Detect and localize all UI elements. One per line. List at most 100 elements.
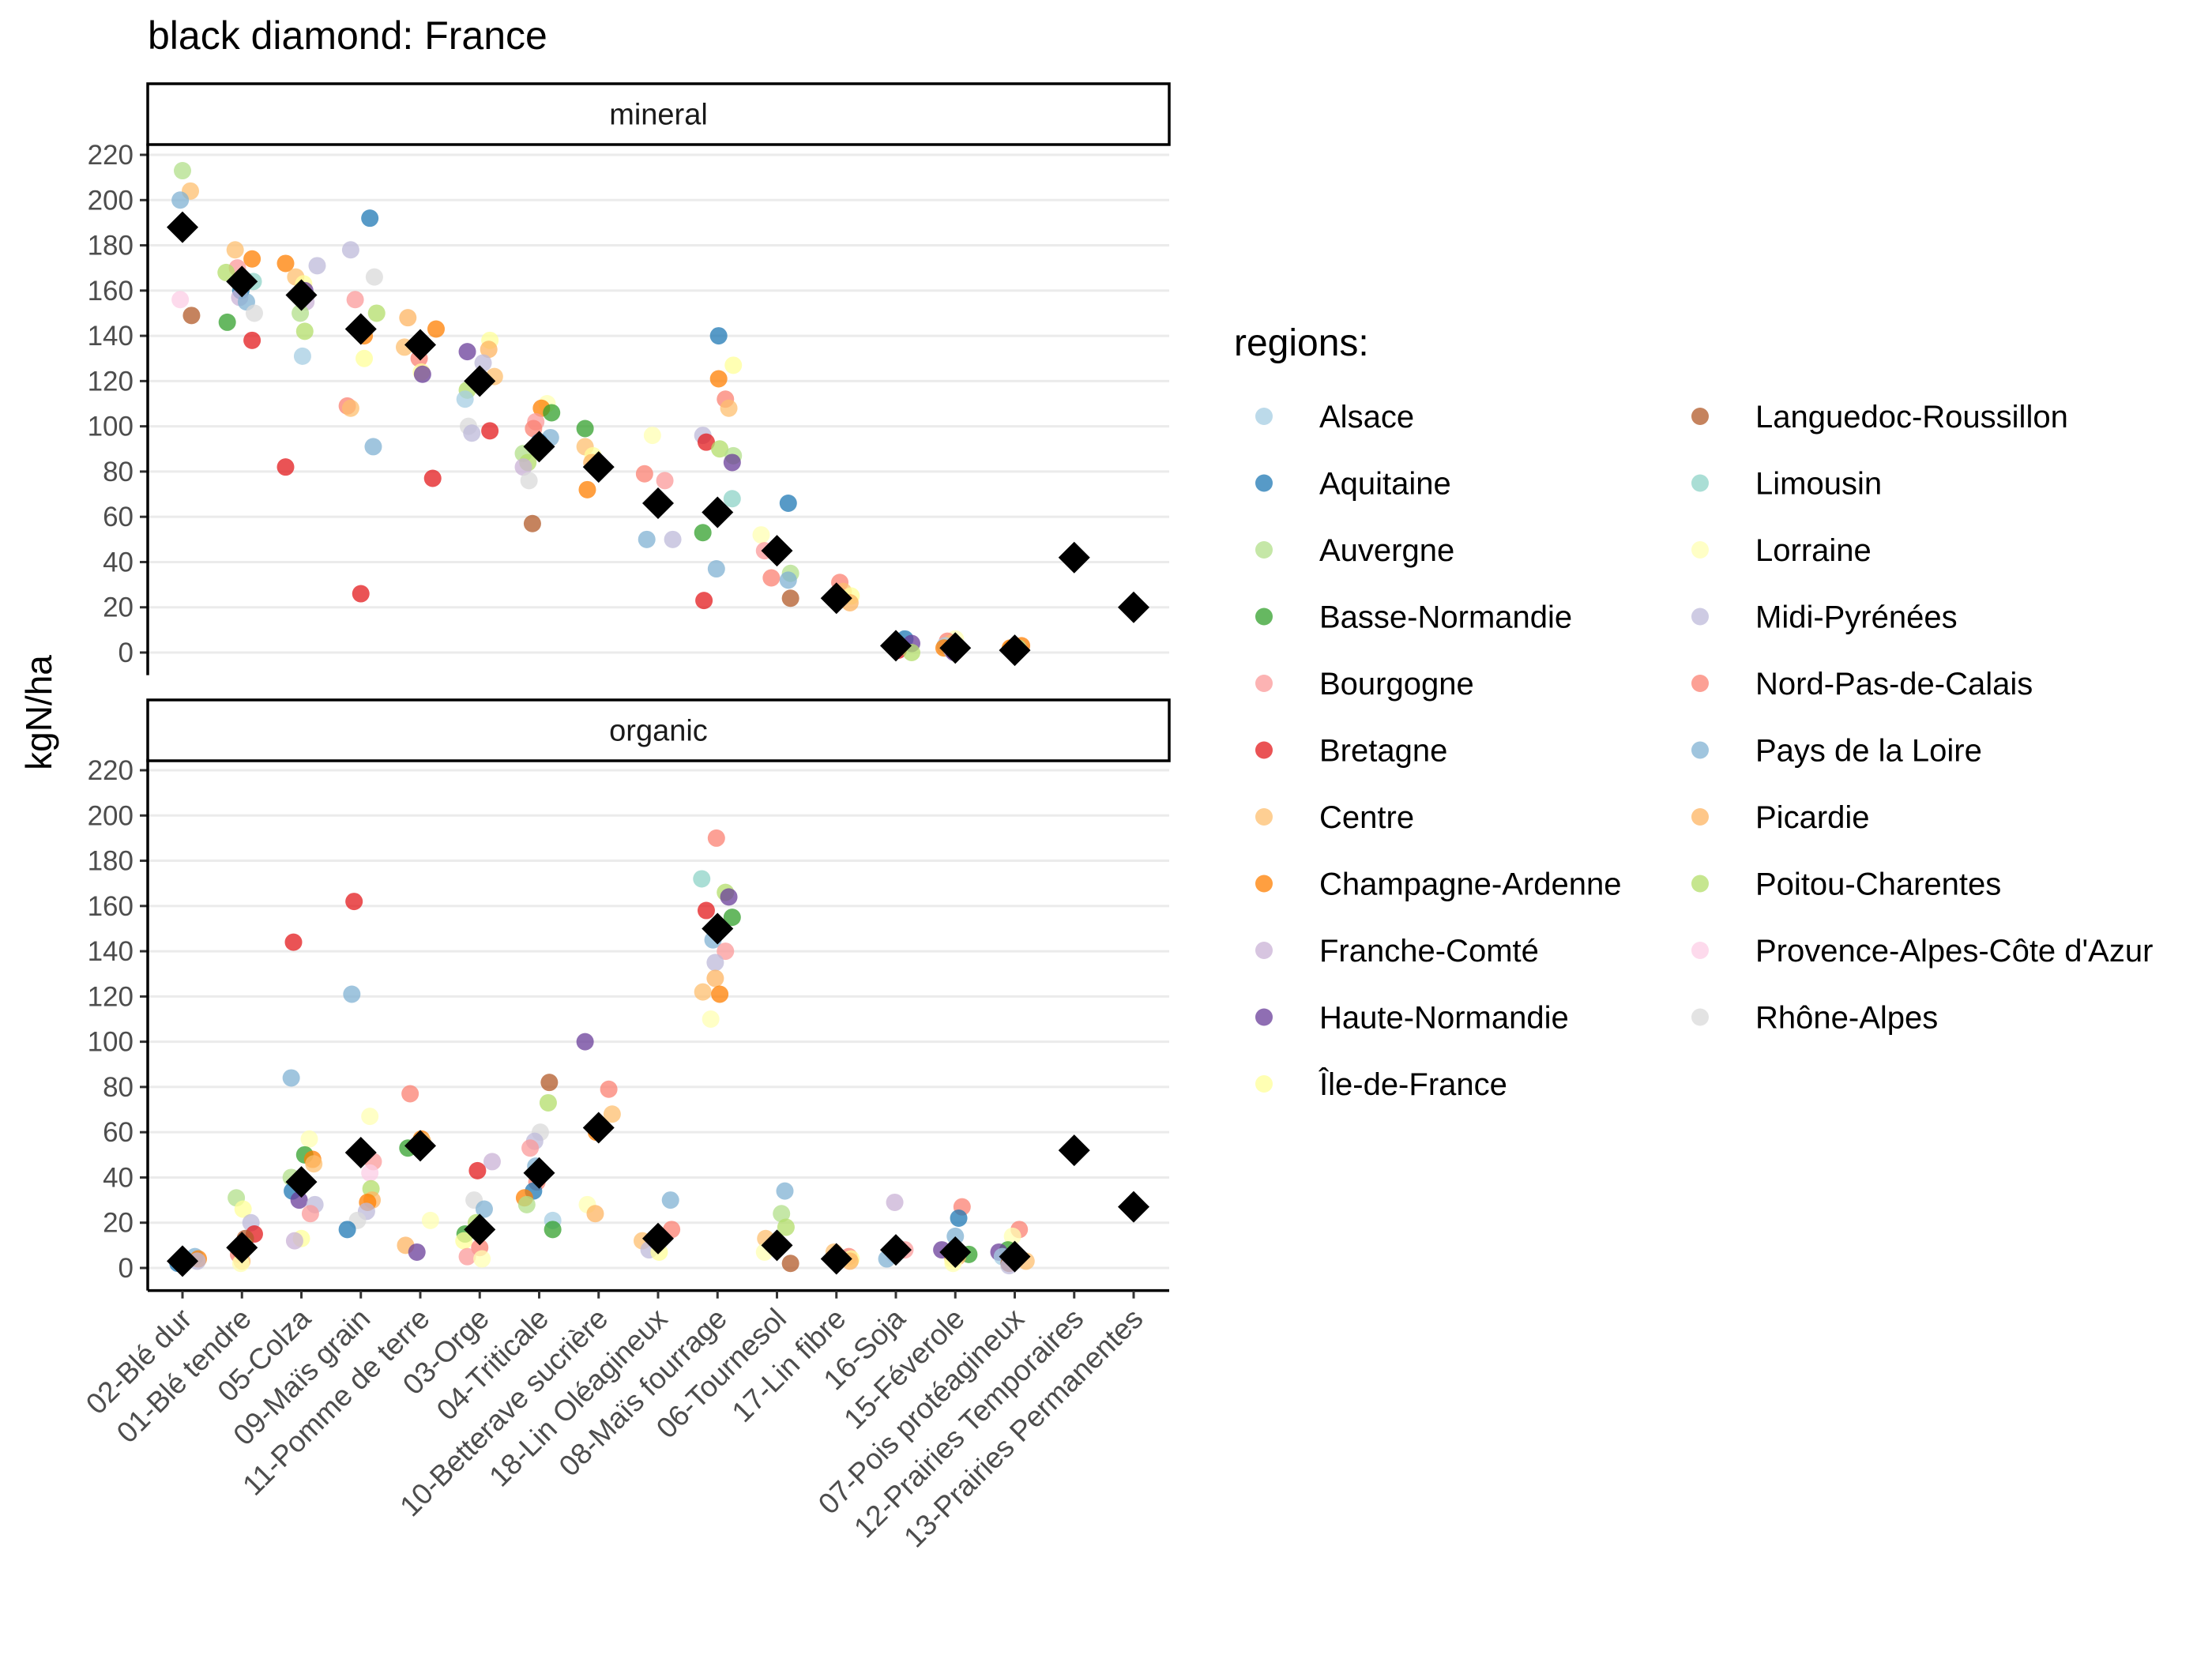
data-point-franche-comt-	[886, 1193, 904, 1211]
france-diamond	[404, 329, 436, 361]
legend-label: Aquitaine	[1319, 467, 1451, 502]
legend-item: Basse-Normandie	[1255, 600, 1572, 635]
data-point-aquitaine	[361, 209, 379, 228]
legend-label: Bretagne	[1319, 734, 1447, 769]
data-point-poitou-charentes	[295, 322, 314, 340]
data-point-basse-normandie	[218, 313, 236, 331]
legend-key	[1691, 741, 1709, 759]
data-point-champagne-ardenne	[711, 985, 729, 1003]
data-point-picardie	[586, 1205, 604, 1223]
data-point-haute-normandie	[576, 1033, 594, 1051]
legend-item: Haute-Normandie	[1255, 1001, 1569, 1036]
france-diamond	[404, 1130, 436, 1162]
france-diamond	[642, 487, 674, 519]
legend-label: Pays de la Loire	[1755, 734, 1982, 769]
y-tick-label: 120	[88, 981, 134, 1012]
legend-label: Alsace	[1319, 400, 1414, 434]
legend-key	[1691, 1008, 1709, 1026]
legend-item: Lorraine	[1691, 533, 1872, 568]
y-tick-label: 100	[88, 412, 134, 442]
data-point-limousin	[693, 870, 711, 888]
region-points	[169, 829, 1035, 1275]
data-point-haute-normandie	[458, 343, 476, 361]
data-point-rh-ne-alpes	[245, 304, 263, 322]
y-tick-label: 160	[88, 276, 134, 307]
panel-strip-label: mineral	[609, 99, 708, 132]
france-diamond	[880, 630, 912, 662]
france-points	[167, 912, 1149, 1277]
data-point-picardie	[480, 340, 498, 359]
france-diamond	[820, 1243, 852, 1275]
legend-label: Centre	[1319, 800, 1414, 835]
legend-label: Haute-Normandie	[1319, 1001, 1569, 1036]
legend-title: regions:	[1234, 322, 1369, 364]
data-point-provence-alpes-c-te-d-azur	[171, 291, 190, 309]
data-point-franche-comt-	[285, 1232, 303, 1250]
y-tick-label: 180	[88, 846, 134, 877]
france-diamond	[167, 211, 198, 243]
data-point-bretagne	[276, 458, 295, 476]
data-point-aquitaine	[950, 1209, 968, 1227]
legend-key	[1255, 608, 1273, 626]
legend-label: Bourgogne	[1319, 667, 1474, 702]
data-point-rh-ne-alpes	[365, 268, 383, 286]
france-diamond	[226, 265, 258, 298]
data-point-bretagne	[423, 469, 442, 487]
data-point-lorraine	[300, 1130, 318, 1148]
france-diamond	[820, 582, 852, 615]
data-point-auvergne	[773, 1205, 791, 1223]
legend-label: Champagne-Ardenne	[1319, 867, 1621, 902]
france-diamond	[582, 451, 615, 483]
y-tick-label: 40	[103, 547, 134, 577]
legend-label: Rhône-Alpes	[1755, 1001, 1938, 1036]
y-tick-label: 220	[88, 140, 134, 171]
data-point-picardie	[706, 969, 724, 988]
data-point-haute-normandie	[723, 453, 741, 472]
y-tick-label: 80	[103, 1072, 134, 1103]
data-point-picardie	[399, 309, 417, 327]
y-tick-label: 160	[88, 891, 134, 922]
data-point-bretagne	[697, 901, 715, 920]
y-tick-label: 20	[103, 1208, 134, 1239]
data-point--le-de-france	[455, 1232, 473, 1250]
y-tick-label: 0	[118, 1253, 134, 1284]
legend-item: Limousin	[1691, 467, 1882, 502]
legend-key	[1255, 741, 1273, 759]
france-diamond	[761, 1229, 793, 1262]
legend-item: Nord-Pas-de-Calais	[1691, 667, 2033, 702]
legend: regions: Alsace Aquitaine Auvergne Basse-No…	[1234, 322, 2153, 1102]
legend-key	[1691, 408, 1709, 425]
data-point-rh-ne-alpes	[520, 472, 538, 490]
data-point-auvergne	[292, 304, 310, 322]
data-point-champagne-ardenne	[276, 254, 295, 273]
france-diamond	[642, 1222, 674, 1255]
legend-item: Auvergne	[1255, 533, 1454, 568]
france-diamond	[285, 279, 318, 311]
panels: mineral020406080100120140160180200220org…	[88, 82, 1171, 1299]
data-point-midi-pyr-n-es	[341, 241, 359, 259]
france-diamond	[285, 1166, 318, 1198]
data-point-basse-normandie	[543, 404, 561, 422]
data-point-aquitaine	[338, 1221, 356, 1239]
france-diamond	[344, 313, 377, 345]
panel-strip	[146, 698, 1171, 762]
france-diamond	[582, 1112, 615, 1144]
data-point-franche-comt-	[514, 458, 532, 476]
legend-label: Poitou-Charentes	[1755, 867, 2001, 902]
data-point-aquitaine	[709, 327, 728, 345]
data-point-lorraine	[702, 1010, 720, 1028]
legend-label: Auvergne	[1319, 533, 1454, 568]
data-point-nord-pas-de-calais	[707, 829, 725, 847]
data-point-bretagne	[468, 1161, 487, 1179]
legend-label: Provence-Alpes-Côte d'Azur	[1755, 934, 2153, 969]
legend-label: Limousin	[1755, 467, 1882, 502]
y-tick-label: 140	[88, 321, 134, 352]
france-diamond	[761, 535, 793, 567]
data-point-auvergne	[174, 162, 191, 180]
data-point-languedoc-roussillon	[540, 1074, 559, 1092]
legend-key	[1255, 675, 1273, 692]
region-points	[171, 162, 1031, 661]
y-tick-label: 140	[88, 936, 134, 967]
data-point-poitou-charentes	[711, 440, 729, 458]
